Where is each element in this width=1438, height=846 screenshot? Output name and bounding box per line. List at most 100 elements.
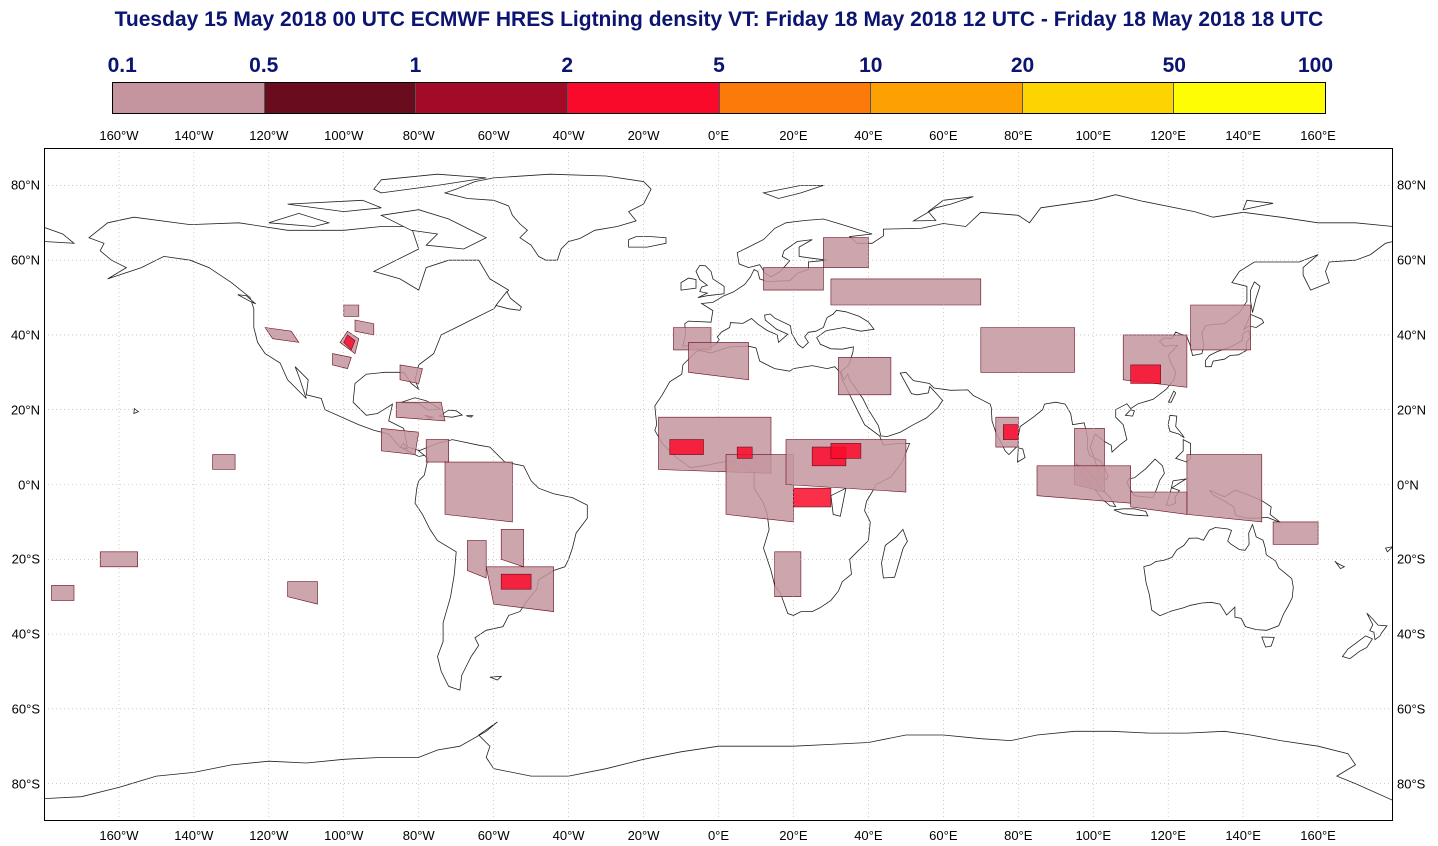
- lat-tick-label: 80°N: [10, 177, 40, 193]
- lat-tick-label: 40°N: [1397, 327, 1427, 343]
- legend-level-label: 50: [1162, 54, 1186, 77]
- lightning-area: [332, 353, 352, 369]
- lon-tick-label: 40°W: [552, 128, 585, 143]
- lon-tick-label: 80°E: [1004, 128, 1033, 143]
- lightning-area: [395, 401, 446, 422]
- lon-tick-label: 140°W: [174, 128, 214, 143]
- lon-tick-label: 80°W: [402, 128, 435, 143]
- coastline: [1366, 612, 1388, 641]
- lon-tick-label: 40°E: [854, 128, 883, 143]
- coastline: [1250, 281, 1261, 313]
- lightning-area: [99, 551, 138, 568]
- world-map: [44, 148, 1393, 821]
- lightning-area-strong: [736, 446, 753, 459]
- lightning-area: [725, 454, 794, 523]
- coastline: [680, 277, 697, 291]
- lightning-area: [500, 529, 524, 568]
- lon-tick-label: 100°W: [324, 828, 364, 843]
- coastline: [628, 236, 667, 248]
- lon-labels-bottom: 160°W 140°W 120°W 100°W 80°W 60°W 40°W 20°W 0°E 2…: [0, 828, 1438, 846]
- lon-tick-label: 160°E: [1300, 128, 1336, 143]
- coastline: [237, 294, 256, 305]
- legend-level-label: 0.5: [249, 54, 279, 77]
- lon-labels-top: 160°W 140°W 120°W 100°W 80°W 60°W 40°W 20°W 0°E 2…: [0, 128, 1438, 146]
- coastline: [1124, 409, 1135, 417]
- coastline: [1334, 560, 1346, 570]
- coastline: [495, 290, 522, 311]
- lon-tick-label: 80°E: [1004, 828, 1033, 843]
- lon-tick-label: 40°E: [854, 828, 883, 843]
- lon-tick-label: 120°E: [1150, 828, 1186, 843]
- legend-level-label: 2: [561, 54, 574, 77]
- lat-tick-label: 80°S: [1397, 776, 1426, 792]
- legend-level-label: 5: [713, 54, 725, 77]
- lon-tick-label: 160°E: [1300, 828, 1336, 843]
- lightning-area-strong: [830, 443, 862, 459]
- lat-tick-label: 60°S: [11, 701, 40, 717]
- lightning-area: [343, 304, 360, 317]
- lon-tick-label: 60°E: [929, 828, 958, 843]
- lightning-area: [399, 364, 423, 384]
- lightning-area: [830, 278, 982, 306]
- lightning-area-strong: [1130, 364, 1161, 384]
- lat-tick-label: 40°S: [1397, 626, 1426, 642]
- lon-tick-label: 20°W: [627, 828, 660, 843]
- lat-tick-label: 80°S: [11, 776, 40, 792]
- coastline: [1126, 458, 1165, 499]
- coastline: [133, 407, 140, 415]
- lon-tick-label: 120°W: [249, 828, 289, 843]
- lightning-area-strong: [793, 487, 832, 508]
- lon-tick-label: 20°W: [627, 128, 660, 143]
- lightning-area: [823, 237, 869, 268]
- chart-title: Tuesday 15 May 2018 00 UTC ECMWF HRES Li…: [114, 8, 1324, 31]
- lightning-area: [444, 461, 513, 523]
- legend-swatch: [719, 83, 872, 113]
- legend-swatch: [1174, 83, 1325, 113]
- lon-tick-label: 140°E: [1225, 128, 1261, 143]
- lat-tick-label: 0°N: [1397, 477, 1419, 492]
- legend-labels: 0.1 0.5 1 2 5 10 20 50 100: [0, 54, 1438, 80]
- coastline: [466, 415, 474, 418]
- coastline: [1143, 523, 1294, 631]
- legend-level-label: 0.1: [107, 54, 137, 77]
- lat-tick-label: 20°N: [10, 402, 40, 418]
- legend-swatch: [113, 83, 265, 113]
- color-legend: [112, 82, 1326, 114]
- lon-tick-label: 20°E: [779, 128, 808, 143]
- legend-level-label: 100: [1297, 54, 1334, 77]
- lightning-area: [1186, 454, 1263, 523]
- coastline: [287, 199, 382, 213]
- lat-tick-label: 40°S: [11, 626, 40, 642]
- lon-tick-label: 160°W: [99, 828, 139, 843]
- coastline: [1017, 447, 1026, 463]
- coastline: [1384, 546, 1393, 553]
- coastline: [373, 173, 487, 194]
- coastline: [695, 264, 725, 298]
- lightning-area: [380, 428, 420, 455]
- lightning-area: [688, 342, 749, 381]
- lon-tick-label: 80°W: [402, 828, 435, 843]
- lightning-area: [774, 551, 802, 598]
- coastline: [88, 216, 510, 457]
- lightning-area-strong: [669, 439, 704, 455]
- coastline: [830, 487, 847, 517]
- lat-tick-label: 80°N: [1397, 177, 1427, 193]
- lon-tick-label: 100°E: [1075, 128, 1111, 143]
- lat-tick-label: 60°N: [1397, 252, 1427, 268]
- lat-tick-label: 20°S: [1397, 551, 1426, 567]
- lightning-area: [354, 319, 375, 336]
- lightning-area: [425, 439, 450, 463]
- coastline: [44, 721, 1393, 821]
- coastline: [1341, 635, 1373, 660]
- lightning-layer: [51, 237, 1319, 612]
- lightning-area: [264, 327, 300, 343]
- lat-tick-label: 20°N: [1397, 402, 1427, 418]
- lat-tick-label: 60°N: [10, 252, 40, 268]
- lat-tick-label: 60°S: [1397, 701, 1426, 717]
- lon-tick-label: 0°E: [707, 828, 730, 843]
- lat-tick-label: 20°S: [11, 551, 40, 567]
- lightning-area: [1036, 465, 1131, 504]
- lon-tick-label: 120°W: [249, 128, 289, 143]
- coastline: [762, 185, 824, 199]
- legend-swatch: [1022, 83, 1175, 113]
